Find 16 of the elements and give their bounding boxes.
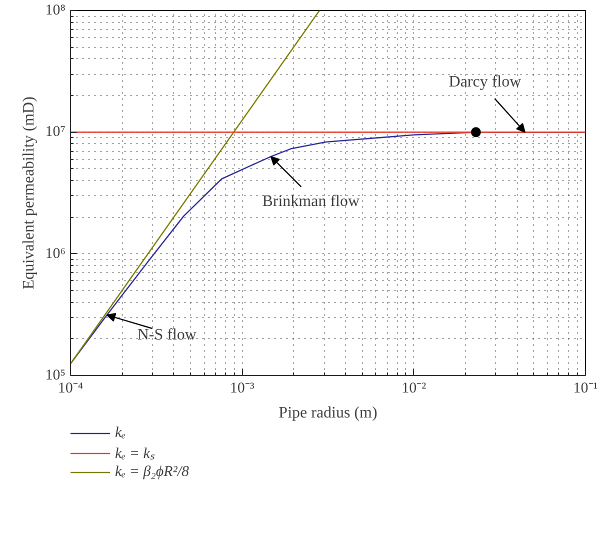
legend-label: kₑ = kₛ (115, 445, 155, 463)
y-axis-title: Equivalent permeability (mD) (20, 96, 38, 290)
legend-label: kₑ (115, 424, 127, 442)
x-tick-label: 10⁻⁴ (58, 380, 84, 396)
y-tick-label: 10⁷ (45, 124, 66, 140)
annotation: Brinkman flow (262, 193, 360, 210)
annotation: N-S flow (137, 326, 197, 344)
y-tick-label: 10⁶ (45, 246, 66, 262)
x-tick-label: 10⁻³ (230, 380, 255, 396)
x-axis-title: Pipe radius (m) (278, 404, 378, 422)
y-tick-label: 10⁵ (45, 368, 66, 384)
legend-label: kₑ = β₂ϕR²/8 (115, 463, 189, 481)
annotation: Darcy flow (448, 74, 522, 91)
x-tick-label: 10⁻² (402, 380, 427, 396)
y-tick-label: 10⁸ (45, 2, 66, 18)
x-tick-label: 10⁻¹ (573, 380, 598, 396)
